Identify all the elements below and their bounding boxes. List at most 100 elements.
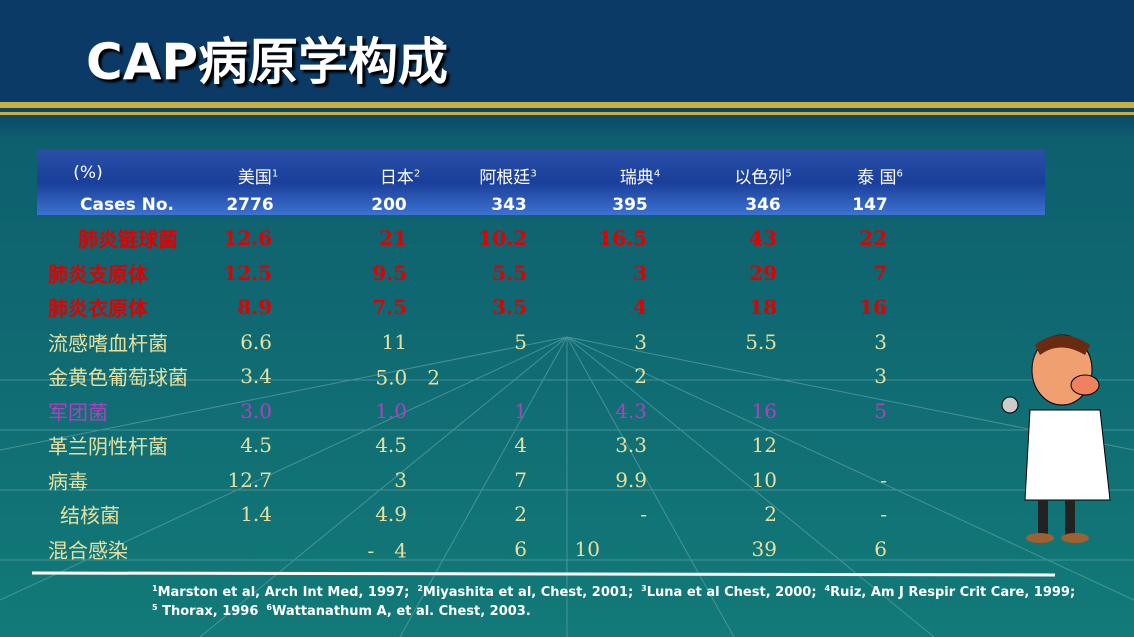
footnote-sup: 1 <box>152 584 158 593</box>
table-cell: 5 <box>514 329 527 354</box>
table-cell: 4 <box>633 295 647 319</box>
header-cell: 以色列5 <box>734 163 791 188</box>
row-label: 病毒 <box>48 469 88 493</box>
table-cell: 18 <box>749 295 777 319</box>
table-cell: 16.5 <box>598 226 647 250</box>
header-text: (%) <box>73 163 103 183</box>
table-cell: 22 <box>859 226 887 250</box>
table-cell: 7.5 <box>372 295 407 319</box>
table-cell: 3 <box>394 467 407 492</box>
footnote-sup: 2 <box>417 584 423 593</box>
cases-cell: 2776 <box>226 195 274 215</box>
footnote-text: Ruiz, Am J Respir Crit Care, 1999; <box>830 585 1076 601</box>
table-cell: 39 <box>751 536 777 561</box>
header-sup: 6 <box>896 168 903 180</box>
table-cell: 10.2 <box>478 226 527 250</box>
header-text: 以色列 <box>734 168 786 188</box>
row-label: 肺炎支原体 <box>48 262 148 286</box>
doctor-cartoon <box>1001 334 1111 543</box>
row-label: 结核菌 <box>60 503 120 528</box>
footnote-line: 5 Thorax, 1996 6Wattanathum A, et al. Che… <box>152 603 539 619</box>
row-label: 金黄色葡萄球菌 <box>48 365 188 390</box>
row-label: 混合感染 <box>48 538 128 562</box>
table-cell: 2 <box>634 364 647 388</box>
cases-cell: 343 <box>491 195 527 215</box>
row-label: 肺炎链球菌 <box>78 227 178 252</box>
header-cell: (%) <box>73 163 102 183</box>
header-cell: 日本2 <box>380 163 420 188</box>
footnote-text: Luna et al Chest, 2000; <box>646 585 817 601</box>
footnote-sup: 5 <box>152 603 158 612</box>
table-cell: 11 <box>381 329 407 354</box>
table-cell: 9.5 <box>372 260 407 285</box>
table-cell: 3 <box>633 260 647 285</box>
table-cell: 29 <box>749 260 777 285</box>
table-cell: 5.5 <box>745 329 777 354</box>
table-cell: 3.0 <box>240 398 272 423</box>
header-text: 泰 国 <box>857 168 897 188</box>
table-cell: 16 <box>751 398 777 423</box>
table-cell: - <box>880 467 887 492</box>
table-cell: 3.5 <box>492 295 527 319</box>
table-cell: - <box>640 502 647 526</box>
table-cell: 12.6 <box>223 226 272 250</box>
table-cell: 1.4 <box>240 502 272 526</box>
row-label: 军团菌 <box>48 400 108 424</box>
footnote-text: Marston et al, Arch Int Med, 1997; <box>157 585 410 601</box>
header-text: 美国 <box>237 168 272 188</box>
header-text: 瑞典 <box>619 168 654 188</box>
table-cell: 6 <box>874 536 887 561</box>
slide-title: CAP病原学构成 <box>86 33 449 91</box>
table-cell: 10 <box>751 467 777 492</box>
table-cell: 10 <box>574 536 600 561</box>
header-cell: 瑞典4 <box>620 163 660 188</box>
table-cell: 5.0 2 <box>375 365 440 390</box>
cases-cell: 147 <box>852 195 888 215</box>
cases-cell: 346 <box>745 195 781 215</box>
header-cell: 泰 国6 <box>857 163 903 188</box>
table-cell: 4.9 <box>375 502 407 526</box>
header-sup: 2 <box>413 168 421 180</box>
header-sup: 1 <box>271 168 279 180</box>
table-cell: 43 <box>749 226 777 250</box>
header-cell: 阿根廷3 <box>479 163 536 188</box>
table-cell: 12.7 <box>227 467 272 492</box>
table-cell: 3 <box>874 364 887 388</box>
header-sup: 5 <box>785 168 792 180</box>
table-cell: 2 <box>514 502 527 526</box>
footnote-text: Wattanathum A, et al. Chest, 2003. <box>271 604 531 620</box>
footnote-text: Thorax, 1996 <box>157 604 259 620</box>
table-cell: 7 <box>514 467 527 492</box>
footnote-sup: 6 <box>266 603 272 612</box>
header-band <box>37 150 1045 215</box>
table-cell: 2 <box>764 502 777 526</box>
table-cell: 3 <box>874 329 887 354</box>
table-cell: 12.5 <box>223 260 272 285</box>
header-sup: 4 <box>653 168 661 180</box>
table-cell: 8.9 <box>237 295 272 319</box>
table-cell: 3.4 <box>240 364 272 388</box>
table-cell: 4.5 <box>375 433 407 457</box>
table-cell: 7 <box>873 260 887 285</box>
table-cell: 4.3 <box>615 398 647 423</box>
table-cell: 3 <box>634 329 647 354</box>
table-cell: 6.6 <box>240 329 272 354</box>
table-cell: 5 <box>874 398 887 423</box>
row-label: 流感嗜血杆菌 <box>48 331 168 355</box>
cases-cell: Cases No. <box>80 195 174 215</box>
footnote-line: 1Marston et al, Arch Int Med, 1997; 2Miya… <box>152 584 1083 600</box>
table-cell: 16 <box>859 295 887 319</box>
table-cell: 1.0 <box>375 398 407 423</box>
header-text: 阿根廷 <box>479 168 531 188</box>
row-label: 革兰阴性杆菌 <box>48 434 168 459</box>
table-cell: 5.5 <box>492 260 527 285</box>
table-cell: - 4 <box>367 538 407 562</box>
table-cell: 4 <box>514 433 527 457</box>
table-cell: - <box>880 502 887 526</box>
table-cell: 4.5 <box>240 433 272 457</box>
header-cell: 美国1 <box>238 163 278 188</box>
table-cell: 9.9 <box>615 467 647 492</box>
cases-cell: 200 <box>371 195 407 215</box>
